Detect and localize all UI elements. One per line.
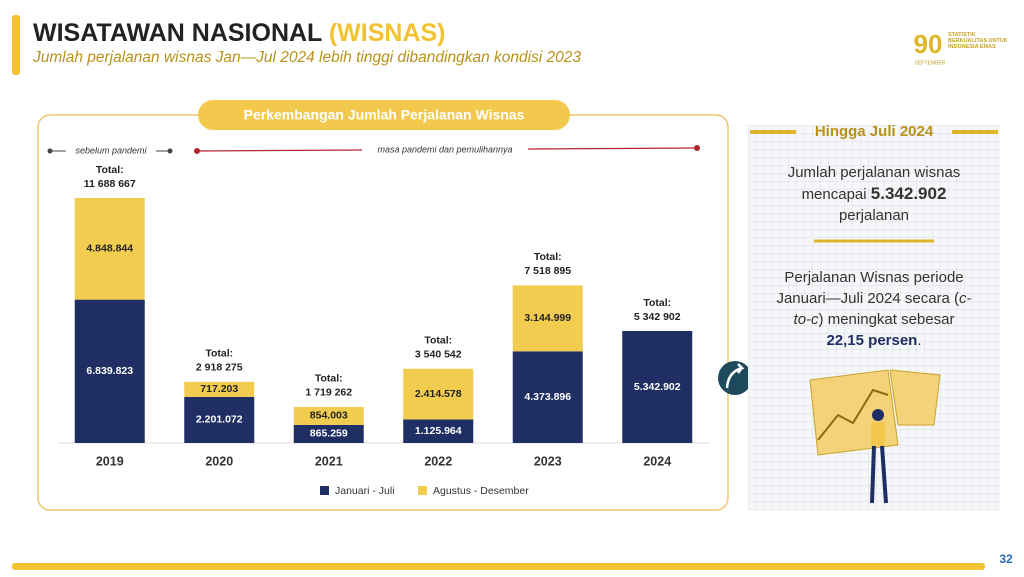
bar (293, 406, 364, 425)
panel-text-1: Jumlah perjalanan wisnas mencapai 5.342.… (774, 162, 974, 226)
text: . (917, 332, 922, 349)
total-label: 1 719 262 (305, 387, 352, 399)
bar (184, 381, 255, 397)
value-label: 1.125.964 (415, 425, 462, 437)
before-dot (167, 148, 173, 154)
x-tick-label: 2022 (424, 454, 452, 468)
total-label: 2 918 275 (196, 362, 243, 374)
bar (512, 351, 583, 443)
text: Jumlah perjalanan wisnas mencapai (787, 164, 961, 203)
value-label: 4.848.844 (86, 243, 133, 255)
panel-title: Hingga Juli 2024 (815, 125, 934, 140)
legend-swatch (418, 486, 427, 495)
bar (74, 198, 145, 300)
total-caption: Total: (424, 335, 452, 347)
illustration-leg (870, 445, 876, 504)
before-label: sebelum pandemi (75, 145, 147, 155)
bar (293, 424, 364, 443)
value-label: 2.201.072 (196, 414, 243, 426)
panel-art: Hingga Juli 2024 (750, 125, 998, 504)
illustration-line (817, 388, 889, 441)
summary-panel: Hingga Juli 2024 Jumlah perjalanan wisna… (748, 125, 1000, 510)
value-label: 3.144.999 (524, 312, 571, 324)
bar (622, 331, 693, 443)
value-label: 717.203 (200, 383, 238, 395)
chart-title: Perkembangan Jumlah Perjalanan Wisnas (244, 107, 525, 123)
before-dot (47, 148, 53, 154)
bar (512, 285, 583, 352)
accent-bar (12, 15, 20, 75)
value-label: 854.003 (310, 410, 348, 422)
logo-month: SEPTEMBER (915, 60, 946, 66)
text: perjalanan (838, 207, 910, 224)
arrow-circle (718, 361, 752, 395)
value-label: 6.839.823 (86, 365, 133, 377)
text: c-to-c (793, 290, 972, 328)
x-tick-label: 2024 (643, 454, 671, 468)
after-dot (694, 145, 700, 151)
total-label: 7 518 895 (524, 265, 571, 277)
total-caption: Total: (96, 164, 124, 176)
total-label: 5 342 902 (634, 311, 681, 323)
text: Perjalanan Wisnas periode Januari—Juli 2… (776, 269, 964, 307)
legend-label: Agustus - Desember (433, 485, 529, 497)
bar (403, 419, 474, 443)
illustration-screen (889, 369, 941, 426)
highlight: 22,15 persen (826, 332, 918, 349)
chart: 6.839.823 4.848.844 Total: 11 688 667 2019 2.… (74, 164, 693, 497)
x-tick-label: 2020 (205, 454, 233, 468)
subtitle: Jumlah perjalanan wisnas Jan—Jul 2024 le… (32, 49, 581, 66)
illustration (809, 369, 941, 504)
chart-title-pill (198, 100, 570, 130)
value-label: 5.342.902 (634, 381, 681, 393)
illustration-leg (880, 445, 888, 504)
arrow-icon (725, 363, 745, 389)
legend-label: Januari - Juli (335, 485, 395, 497)
logo-tagline: STATISTIK BERKUALITAS UNTUK INDONESIA EM… (948, 32, 1008, 50)
page-number: 32 (999, 552, 1013, 566)
logo-number: 90 (914, 29, 943, 59)
bar (184, 396, 255, 443)
label-bg (362, 143, 528, 157)
legend-swatch (320, 486, 329, 495)
total-caption: Total: (205, 348, 233, 360)
total-label: 3 540 542 (415, 349, 462, 361)
x-tick-label: 2023 (534, 454, 562, 468)
value-label: 4.373.896 (524, 391, 571, 403)
total-label: 11 688 667 (84, 178, 136, 190)
x-tick-label: 2019 (96, 454, 124, 468)
illustration-body (871, 422, 885, 446)
text: ) meningkat sebesar (818, 311, 955, 328)
value-label: 865.259 (310, 428, 348, 440)
total-caption: Total: (643, 297, 671, 309)
footer-bar (12, 563, 985, 570)
panel-text-2: Perjalanan Wisnas periode Januari—Juli 2… (774, 267, 974, 351)
title: WISATAWAN NASIONAL (WISNAS) (33, 19, 446, 47)
after-label: masa pandemi dan pemulihannya (377, 144, 512, 154)
value-label: 2.414.578 (415, 388, 462, 400)
illustration-head (872, 409, 884, 421)
logo-tagline-box: STATISTIK BERKUALITAS UNTUK INDONESIA EM… (948, 32, 1008, 50)
after-dot (194, 148, 200, 154)
highlight: 5.342.902 (870, 184, 947, 203)
total-caption: Total: (534, 251, 562, 263)
bar (403, 368, 474, 420)
bar (74, 299, 145, 443)
label-bg (66, 144, 156, 158)
x-tick-label: 2021 (315, 454, 343, 468)
total-caption: Total: (315, 373, 343, 385)
